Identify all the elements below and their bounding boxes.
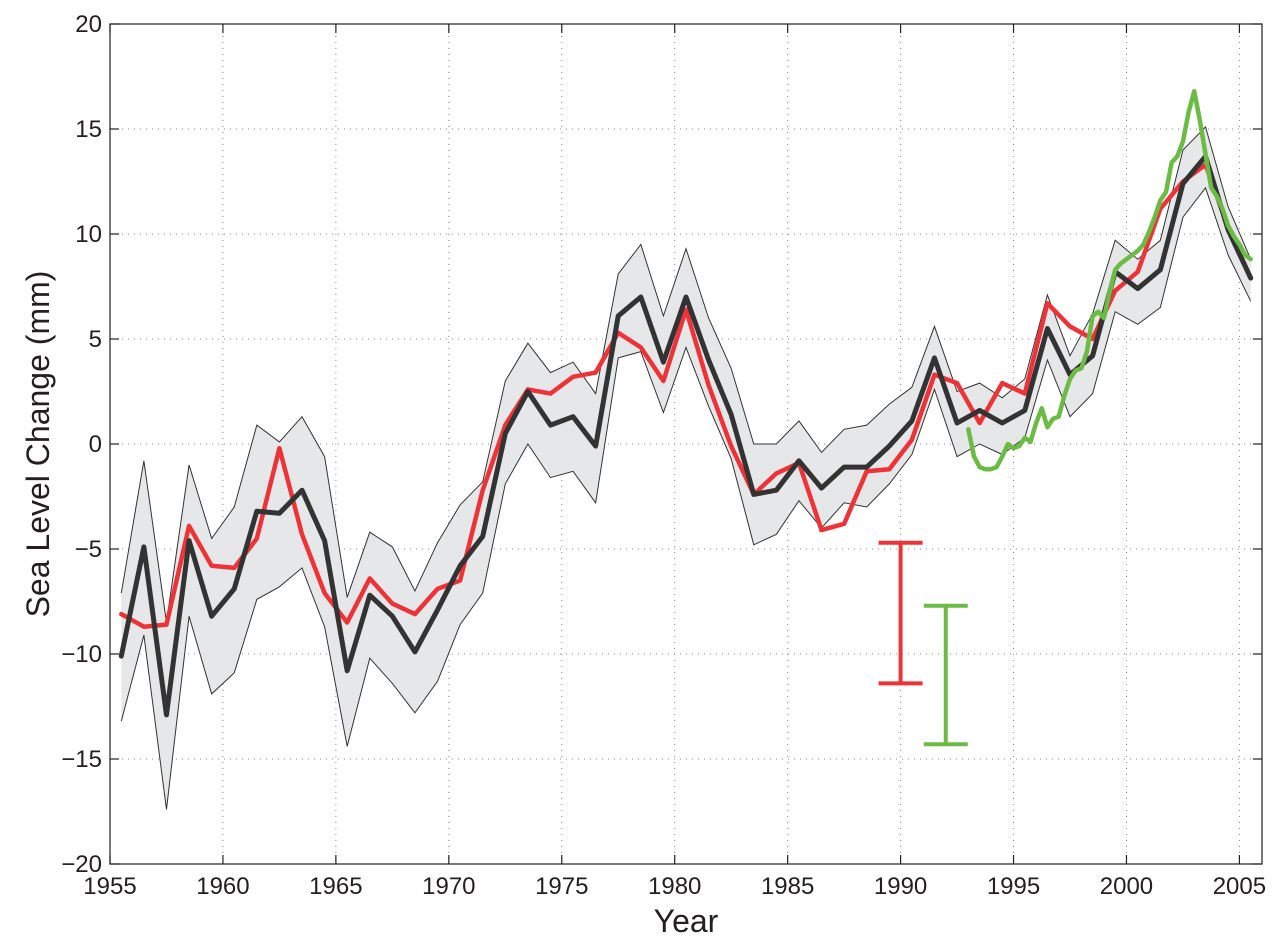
x-tick-label: 1970 bbox=[422, 873, 475, 900]
x-tick-label: 1990 bbox=[874, 873, 927, 900]
series-line-0 bbox=[119, 162, 1253, 629]
y-tick-label: 15 bbox=[75, 116, 102, 143]
axis-ticks: 1955 1960 1965 1970 1975 1980 1985 1990 1995 2000… bbox=[61, 11, 1266, 900]
x-tick-label: 1985 bbox=[761, 873, 814, 900]
error-bar-0 bbox=[878, 540, 923, 686]
series-line-2 bbox=[966, 88, 1253, 472]
data-series bbox=[118, 88, 1254, 718]
x-tick-label: 2000 bbox=[1100, 873, 1153, 900]
series-line-1 bbox=[118, 153, 1254, 718]
band-fill bbox=[121, 126, 1251, 810]
y-tick-label: −10 bbox=[61, 641, 102, 668]
y-axis-title: Sea Level Change (mm) bbox=[20, 271, 56, 618]
x-tick-label: 1955 bbox=[83, 873, 136, 900]
band-upper-edge bbox=[120, 125, 1252, 623]
y-tick-label: −5 bbox=[75, 536, 102, 563]
x-tick-label: 2005 bbox=[1213, 873, 1266, 900]
error-bar-1 bbox=[923, 603, 968, 747]
x-axis-title: Year bbox=[654, 903, 719, 939]
y-tick-label: −15 bbox=[61, 746, 102, 773]
x-tick-label: 1975 bbox=[535, 873, 588, 900]
error-bars bbox=[878, 540, 968, 747]
x-tick-label: 1960 bbox=[196, 873, 249, 900]
uncertainty-band bbox=[120, 125, 1252, 810]
y-tick-label: 5 bbox=[89, 326, 102, 353]
y-tick-label: −20 bbox=[61, 851, 102, 878]
y-tick-label: 20 bbox=[75, 11, 102, 38]
y-tick-label: 10 bbox=[75, 221, 102, 248]
x-tick-label: 1965 bbox=[309, 873, 362, 900]
x-tick-label: 1980 bbox=[648, 873, 701, 900]
y-tick-label: 0 bbox=[89, 431, 102, 458]
x-tick-label: 1995 bbox=[987, 873, 1040, 900]
